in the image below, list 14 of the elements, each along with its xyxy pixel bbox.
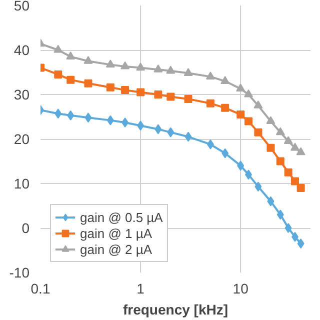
- legend-label: gain @ 2 µA: [80, 241, 152, 257]
- y-tick-label: 0: [22, 220, 30, 236]
- x-tick-label: 0.1: [30, 280, 50, 296]
- y-tick-label: 40: [14, 42, 30, 58]
- y-tick-label: -10: [9, 264, 30, 280]
- y-tick-label: 30: [14, 86, 30, 102]
- legend-label: gain @ 0.5 µA: [80, 209, 163, 225]
- y-tick-label: 50: [14, 0, 30, 14]
- x-tick-label: 1: [136, 280, 145, 296]
- legend-label: gain @ 1 µA: [80, 225, 152, 241]
- x-axis-title: frequency [kHz]: [122, 302, 228, 318]
- y-tick-label: 20: [14, 131, 30, 147]
- y-tick-label: 10: [14, 176, 30, 192]
- x-tick-label: 10: [232, 280, 249, 296]
